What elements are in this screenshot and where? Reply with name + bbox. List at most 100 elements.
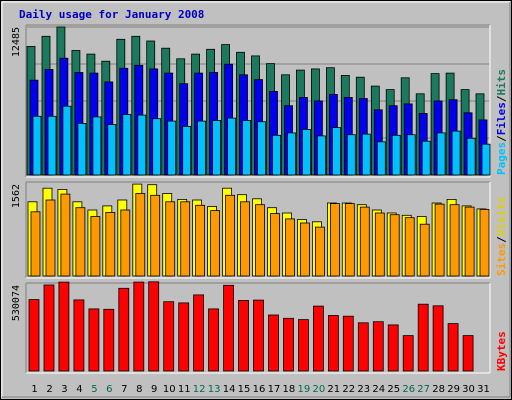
legend-entry: / bbox=[495, 236, 508, 243]
bar-kbytes-day-19 bbox=[297, 319, 309, 372]
bar-kbytes-day-20 bbox=[312, 305, 324, 372]
legend-entry: / bbox=[495, 135, 508, 142]
bar-kbytes-day-10 bbox=[163, 301, 175, 372]
x-tick-label: 16 bbox=[253, 384, 266, 395]
bar-pages-day-5 bbox=[92, 116, 102, 176]
x-tick-label: 24 bbox=[372, 384, 385, 395]
panel-top: 12485 bbox=[11, 24, 491, 178]
bar-kbytes-day-28 bbox=[432, 305, 444, 372]
bar-pages-day-28 bbox=[436, 132, 446, 176]
bar-pages-day-14 bbox=[227, 117, 237, 176]
x-tick-label: 12 bbox=[193, 384, 206, 395]
x-tick-label: 19 bbox=[298, 384, 311, 395]
legend-entry: Sites bbox=[495, 243, 508, 276]
legend-top: Pages/Files/Hits bbox=[495, 69, 508, 175]
bar-sites-day-17 bbox=[270, 213, 280, 277]
bar-kbytes-day-11 bbox=[178, 302, 190, 372]
bar-kbytes-day-18 bbox=[283, 317, 294, 372]
bar-pages-day-4 bbox=[77, 123, 87, 176]
bar-sites-day-11 bbox=[180, 201, 191, 277]
x-tick-label: 11 bbox=[178, 384, 191, 395]
bar-kbytes-day-8 bbox=[133, 281, 145, 372]
bar-pages-day-24 bbox=[376, 141, 386, 176]
x-tick-label: 7 bbox=[121, 384, 127, 395]
x-tick-label: 13 bbox=[208, 384, 221, 395]
bar-pages-day-25 bbox=[391, 134, 401, 176]
y-axis-max-label-bottom: 530074 bbox=[11, 285, 22, 321]
x-tick-label: 25 bbox=[387, 384, 400, 395]
x-tick-label: 4 bbox=[76, 384, 82, 395]
bar-sites-day-23 bbox=[359, 206, 370, 277]
bar-pages-day-9 bbox=[152, 118, 162, 176]
bar-pages-day-30 bbox=[466, 137, 476, 176]
bar-sites-day-3 bbox=[60, 193, 71, 277]
bar-kbytes-day-24 bbox=[372, 321, 384, 372]
bar-sites-day-1 bbox=[30, 211, 41, 277]
x-tick-label: 29 bbox=[447, 384, 460, 395]
bar-sites-day-31 bbox=[479, 208, 490, 277]
bar-pages-day-11 bbox=[182, 126, 192, 176]
bar-kbytes-day-2 bbox=[43, 284, 55, 372]
x-tick-label: 28 bbox=[432, 384, 445, 395]
bar-sites-day-6 bbox=[105, 211, 116, 277]
bar-pages-day-21 bbox=[331, 127, 341, 176]
panel-bottom: 530074 bbox=[11, 281, 491, 374]
bar-pages-day-17 bbox=[272, 134, 281, 176]
bar-pages-day-27 bbox=[421, 140, 431, 176]
bar-sites-day-16 bbox=[255, 204, 265, 277]
bar-pages-day-7 bbox=[122, 114, 132, 176]
bar-kbytes-day-30 bbox=[462, 335, 474, 372]
x-tick-label: 5 bbox=[91, 384, 97, 395]
bar-sites-day-13 bbox=[210, 210, 221, 277]
bar-kbytes-day-7 bbox=[118, 287, 130, 372]
x-tick-label: 6 bbox=[106, 384, 112, 395]
bar-pages-day-8 bbox=[137, 114, 147, 176]
bar-sites-day-30 bbox=[464, 206, 475, 277]
x-tick-label: 9 bbox=[151, 384, 157, 395]
bar-kbytes-day-16 bbox=[253, 299, 264, 372]
chart-panels: 12485 1562 530074 bbox=[11, 24, 491, 374]
bar-sites-day-10 bbox=[165, 201, 176, 277]
bar-sites-day-27 bbox=[419, 223, 430, 277]
bar-pages-day-19 bbox=[301, 128, 311, 176]
legend-entry: KBytes bbox=[495, 331, 508, 371]
legend-entry: Files bbox=[495, 102, 508, 135]
bar-kbytes-day-26 bbox=[402, 335, 414, 372]
bar-sites-day-9 bbox=[150, 194, 161, 277]
bar-kbytes-day-12 bbox=[193, 294, 205, 372]
bar-pages-day-12 bbox=[197, 120, 207, 176]
bar-sites-day-28 bbox=[434, 203, 445, 277]
bar-sites-day-20 bbox=[314, 226, 325, 277]
bar-sites-day-2 bbox=[45, 199, 56, 277]
bar-sites-day-22 bbox=[344, 203, 355, 277]
bar-kbytes-day-15 bbox=[238, 299, 249, 372]
y-axis-max-label-top: 12485 bbox=[11, 27, 22, 57]
bar-kbytes-day-1 bbox=[28, 299, 40, 372]
bar-pages-day-3 bbox=[62, 105, 72, 176]
bar-kbytes-day-25 bbox=[387, 324, 399, 372]
bar-kbytes-day-14 bbox=[223, 284, 235, 372]
panel-middle: 1562 bbox=[11, 181, 491, 279]
bar-kbytes-day-27 bbox=[417, 303, 429, 372]
x-tick-label: 26 bbox=[402, 384, 415, 395]
bar-sites-day-29 bbox=[449, 204, 460, 277]
bar-sites-day-4 bbox=[75, 207, 86, 277]
x-tick-label: 10 bbox=[163, 384, 176, 395]
bar-sites-day-26 bbox=[404, 217, 415, 277]
bar-sites-day-12 bbox=[195, 204, 206, 277]
bar-sites-day-19 bbox=[299, 222, 310, 277]
bar-pages-day-2 bbox=[47, 115, 57, 176]
x-tick-label: 3 bbox=[61, 384, 67, 395]
bar-sites-day-5 bbox=[90, 216, 101, 277]
x-tick-label: 8 bbox=[136, 384, 142, 395]
bar-kbytes-day-21 bbox=[327, 315, 339, 372]
x-tick-label: 20 bbox=[313, 384, 326, 395]
legend-entry: / bbox=[495, 95, 508, 102]
bar-kbytes-day-6 bbox=[103, 308, 115, 372]
bar-pages-day-10 bbox=[167, 120, 177, 176]
x-tick-label: 18 bbox=[283, 384, 296, 395]
bar-kbytes-day-5 bbox=[88, 308, 100, 372]
x-tick-label: 22 bbox=[342, 384, 355, 395]
